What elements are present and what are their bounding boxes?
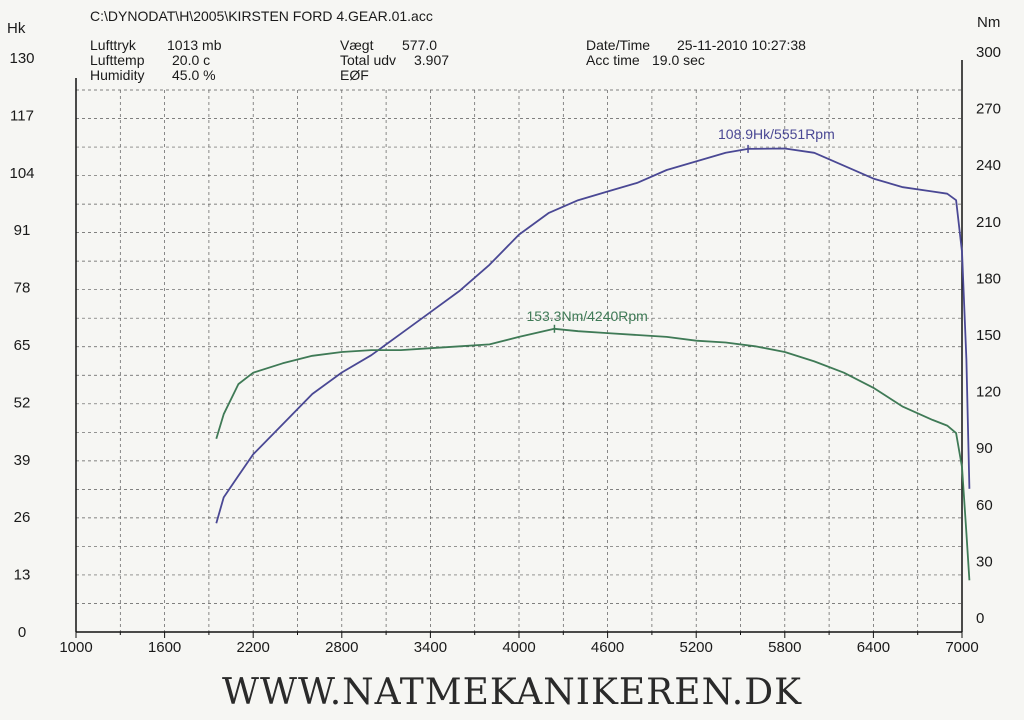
vaegt-value: 577.0: [402, 37, 438, 53]
peak-labels: 108.9Hk/5551Rpm 153.3Nm/4240Rpm: [526, 126, 835, 333]
y-left-tick-label: 78: [14, 280, 31, 297]
y-left-unit: Hk: [7, 20, 26, 37]
y-right-tick-label: 30: [976, 553, 993, 570]
x-axis-ticks: 1000 1600 2200 2800 3400 4000 4600 5200 5800 6400…: [59, 639, 978, 656]
y-left-tick-label: 52: [14, 394, 31, 411]
acc-label: Acc time: [586, 52, 640, 68]
total-label: Total udv: [340, 52, 397, 68]
y-right-tick-label: 240: [976, 157, 1001, 174]
x-tick-label: 1000: [59, 639, 92, 656]
y-left-tick-label: 91: [14, 222, 31, 239]
lufttryk-value: 1013 mb: [167, 37, 222, 53]
y-right-ticks: 0 30 60 90 120 150 180 210 240 270 300: [976, 44, 1001, 627]
chart-series: [215, 147, 971, 581]
vaegt-label: Vægt: [340, 37, 374, 53]
file-path: C:\DYNODAT\H\2005\KIRSTEN FORD 4.GEAR.01…: [90, 8, 433, 24]
lufttryk-label: Lufttryk: [90, 37, 136, 53]
fuel-label: EØF: [340, 67, 369, 83]
y-left-tick-label: 0: [18, 624, 26, 641]
y-left-tick-label: 39: [14, 452, 31, 469]
x-tick-label: 5200: [680, 639, 713, 656]
x-tick-label: 3400: [414, 639, 447, 656]
x-tick-label: 4000: [502, 639, 535, 656]
y-right-tick-label: 210: [976, 214, 1001, 231]
y-right-tick-label: 90: [976, 440, 993, 457]
total-value: 3.907: [414, 52, 450, 68]
y-left-tick-label: 13: [14, 567, 31, 584]
y-left-ticks: 0 13 26 39 52 65 78 91 104 117 130: [9, 50, 34, 641]
series-line-nm: [215, 327, 971, 581]
website-footer: WWW.NATMEKANIKEREN.DK: [222, 672, 802, 713]
chart-grid: [75, 89, 963, 633]
y-left-tick-label: 117: [10, 107, 34, 124]
y-left-tick-label: 104: [9, 165, 34, 182]
x-tick-label: 2800: [325, 639, 358, 656]
acc-value: 19.0 sec: [652, 52, 705, 68]
x-tick-label: 1600: [148, 639, 181, 656]
peak-label-hk: 108.9Hk/5551Rpm: [718, 126, 835, 142]
y-left-tick-label: 65: [14, 337, 31, 354]
x-tick-label: 7000: [945, 639, 978, 656]
date-value: 25-11-2010 10:27:38: [677, 37, 806, 53]
lufttemp-label: Lufttemp: [90, 52, 145, 68]
x-tick-label: 2200: [237, 639, 270, 656]
y-right-tick-label: 270: [976, 101, 1001, 118]
series-line-hk: [215, 147, 971, 524]
x-tick-label: 4600: [591, 639, 624, 656]
y-right-tick-label: 0: [976, 610, 984, 627]
y-left-tick-label: 26: [14, 509, 31, 526]
humidity-value: 45.0 %: [172, 67, 216, 83]
y-right-unit: Nm: [977, 14, 1001, 31]
x-tick-label: 5800: [768, 639, 801, 656]
x-tick-label: 6400: [857, 639, 890, 656]
y-right-tick-label: 120: [976, 384, 1001, 401]
y-right-tick-label: 150: [976, 327, 1001, 344]
y-left-tick-label: 130: [9, 50, 34, 67]
chart-axes: [75, 60, 963, 638]
lufttemp-value: 20.0 c: [172, 52, 211, 68]
y-right-tick-label: 300: [976, 44, 1001, 61]
y-right-tick-label: 60: [976, 497, 993, 514]
date-label: Date/Time: [586, 37, 651, 53]
peak-label-nm: 153.3Nm/4240Rpm: [526, 308, 647, 324]
humidity-label: Humidity: [90, 67, 145, 83]
y-right-tick-label: 180: [976, 270, 1001, 287]
